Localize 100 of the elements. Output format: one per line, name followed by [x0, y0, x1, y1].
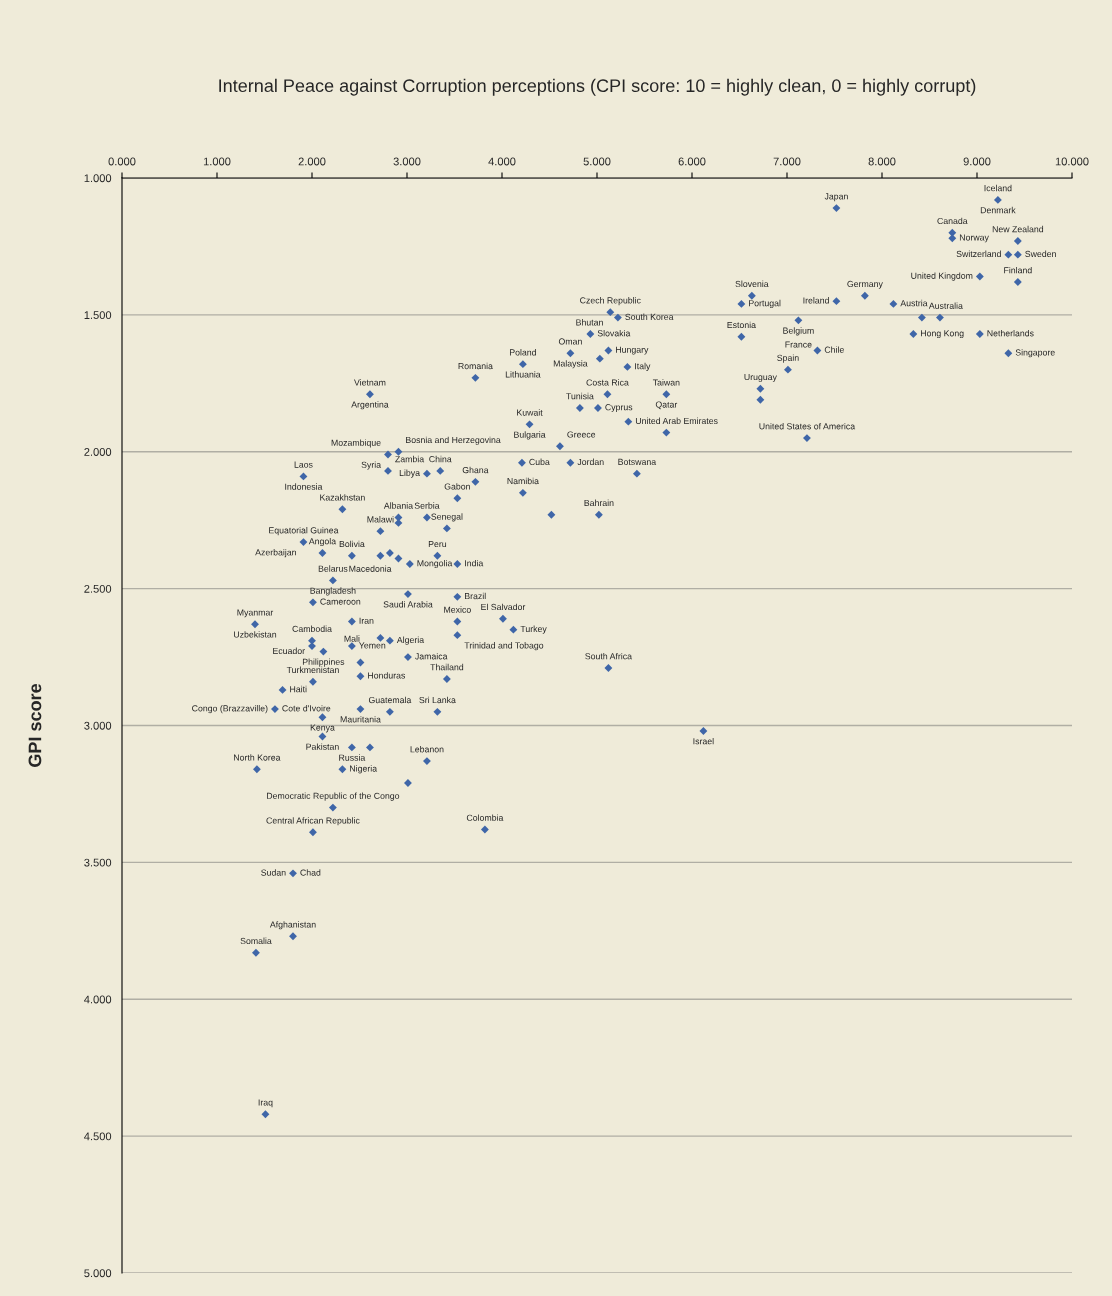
- annotation: Norway: [959, 234, 989, 243]
- annotation: Sri Lanka: [419, 696, 456, 704]
- annotation: Azerbaijan: [255, 549, 296, 558]
- annotation: Namibia: [507, 477, 539, 485]
- annotation: Sudan: [261, 869, 286, 876]
- x-tick-label: 9.000: [963, 157, 991, 166]
- annotation: Portugal: [749, 299, 781, 308]
- annotation: Brazil: [465, 592, 486, 600]
- annotation: Senegal: [431, 513, 463, 522]
- annotation: Pakistan: [306, 743, 339, 750]
- annotation: Botswana: [618, 458, 657, 465]
- annotation: Bosnia and Herzegovina: [406, 436, 501, 445]
- annotation: Cuba: [529, 458, 550, 466]
- x-tick-label: 10.000: [1055, 157, 1089, 166]
- annotation: Slovakia: [597, 329, 631, 337]
- annotation: Bahrain: [584, 499, 614, 507]
- annotation: Congo (Brazzaville): [192, 705, 268, 714]
- annotation: Indonesia: [285, 483, 323, 490]
- y-tick-label: 1.000: [84, 174, 112, 183]
- annotation: Ecuador: [273, 647, 305, 655]
- annotation: Cote d'Ivoire: [282, 705, 331, 712]
- annotation: Cyprus: [605, 404, 633, 413]
- annotation: Uzbekistan: [234, 631, 277, 638]
- annotation: Trinidad and Tobago: [464, 642, 544, 651]
- chart-title: Internal Peace against Corruption perceptions (CPI score: 10 = highly clean, 0 = highly corrupt): [219, 78, 976, 96]
- annotation: Belgium: [783, 327, 814, 336]
- annotation: Guatemala: [368, 696, 412, 704]
- annotation: Mexico: [444, 606, 471, 613]
- annotation: South Africa: [585, 652, 632, 660]
- annotation: Slovenia: [735, 280, 769, 288]
- x-tick-label: 5.000: [583, 157, 611, 166]
- annotation: Hong Kong: [921, 330, 964, 339]
- annotation: Democratic Republic of the Congo: [266, 792, 400, 801]
- annotation: Mali: [344, 635, 360, 642]
- annotation: Albania: [383, 502, 414, 509]
- annotation: Yemen: [359, 642, 386, 649]
- annotation: Jordan: [577, 458, 604, 466]
- y-axis-title: GPI score: [28, 683, 42, 767]
- annotation: Taiwan: [652, 379, 680, 386]
- y-tick-label: 5.000: [84, 1269, 112, 1278]
- annotation: Singapore: [1015, 349, 1055, 358]
- x-tick-label: 3.000: [393, 157, 421, 166]
- y-tick-label: 4.000: [84, 995, 112, 1004]
- x-tick-label: 8.000: [868, 157, 896, 166]
- annotation: Ghana: [462, 466, 489, 474]
- annotation: United Kingdom: [911, 272, 973, 281]
- y-tick-label: 2.500: [84, 584, 112, 593]
- annotation: Finland: [1004, 266, 1032, 274]
- annotation: Chile: [824, 346, 844, 353]
- annotation: Tunisia: [566, 392, 594, 400]
- annotation: Bolivia: [339, 540, 365, 548]
- x-tick-label: 1.000: [203, 157, 231, 166]
- annotation: Estonia: [727, 321, 756, 329]
- y-tick-label: 2.000: [84, 448, 112, 456]
- annotation: Costa Rica: [586, 379, 629, 386]
- annotation: Austria: [900, 299, 928, 307]
- annotation: Mongolia: [417, 559, 453, 569]
- annotation: Uruguay: [744, 374, 777, 382]
- annotation: Russia: [339, 754, 366, 761]
- annotation: Mauritania: [340, 716, 381, 723]
- annotation: Malaysia: [553, 360, 588, 369]
- annotation: Argentina: [351, 401, 389, 410]
- annotation: Hungary: [616, 346, 649, 355]
- annotation: Ireland: [803, 297, 829, 304]
- annotation: Turkmenistan: [286, 666, 339, 674]
- annotation: Kazakhstan: [320, 494, 365, 501]
- annotation: Saudi Arabia: [383, 601, 433, 608]
- annotation: Laos: [294, 461, 313, 468]
- y-tick-label: 4.500: [84, 1132, 112, 1141]
- annotation: Iran: [359, 617, 374, 624]
- annotation: Israel: [693, 737, 714, 745]
- annotation: Lithuania: [505, 371, 541, 378]
- annotation: France: [785, 341, 812, 348]
- annotation: Germany: [847, 280, 883, 289]
- x-tick-label: 2.000: [298, 157, 326, 166]
- annotation: Bulgaria: [514, 431, 546, 440]
- annotation: Vietnam: [354, 379, 386, 386]
- annotation: Poland: [510, 349, 536, 356]
- annotation: Iceland: [984, 184, 1012, 192]
- annotation: Malawi: [367, 516, 394, 523]
- annotation: Serbia: [414, 502, 440, 509]
- x-tick-label: 7.000: [773, 157, 801, 166]
- annotation: Bangladesh: [310, 587, 356, 596]
- y-tick-label: 3.500: [84, 858, 112, 867]
- annotation: Czech Republic: [580, 297, 641, 306]
- annotation: Turkey: [520, 625, 547, 634]
- annotation: Thailand: [430, 663, 464, 671]
- x-tick-label: 4.000: [488, 157, 516, 166]
- annotation: Cameroon: [320, 598, 361, 605]
- annotation: El Salvador: [481, 603, 526, 611]
- annotation: Lebanon: [410, 745, 444, 753]
- annotation: Somalia: [240, 937, 272, 945]
- annotation: Honduras: [368, 672, 406, 679]
- annotation: Bhutan: [576, 319, 603, 326]
- annotation: Qatar: [655, 401, 678, 410]
- annotation: Japan: [824, 193, 848, 202]
- annotation: Switzerland: [956, 250, 1001, 257]
- annotation: Gabon: [444, 483, 470, 490]
- annotation: Spain: [777, 354, 799, 363]
- annotation: Equatorial Guinea: [269, 526, 339, 536]
